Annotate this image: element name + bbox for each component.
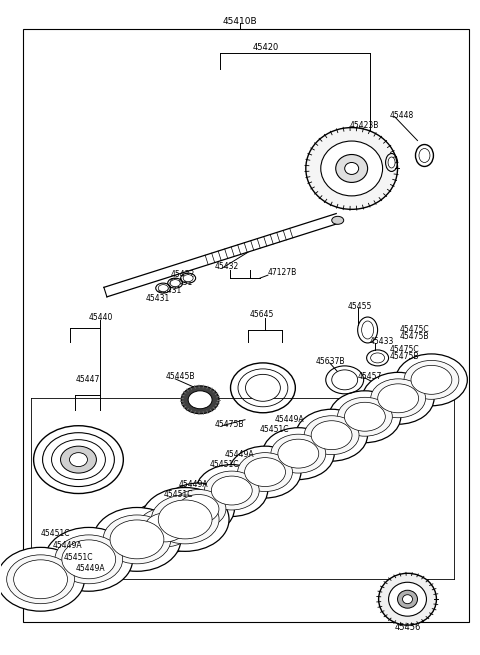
Ellipse shape [329, 391, 401, 443]
Ellipse shape [170, 280, 180, 287]
Text: 45456: 45456 [395, 623, 420, 632]
Text: 45451C: 45451C [41, 529, 70, 538]
Text: 45433: 45433 [370, 337, 394, 346]
Text: 45451C: 45451C [163, 489, 193, 498]
Ellipse shape [229, 446, 301, 498]
Text: 45475C: 45475C [390, 345, 419, 354]
Ellipse shape [60, 446, 96, 473]
Ellipse shape [158, 285, 168, 291]
Ellipse shape [129, 502, 201, 553]
Ellipse shape [411, 365, 452, 394]
Ellipse shape [70, 453, 87, 466]
Ellipse shape [211, 476, 252, 505]
Text: 45637B: 45637B [316, 357, 345, 366]
Ellipse shape [379, 573, 436, 625]
Text: 45440: 45440 [88, 313, 113, 322]
Ellipse shape [296, 409, 368, 461]
Text: 45451C: 45451C [210, 460, 240, 468]
Ellipse shape [163, 483, 234, 535]
Text: 45449A: 45449A [275, 415, 304, 424]
Ellipse shape [304, 416, 359, 455]
Ellipse shape [181, 386, 219, 414]
Text: 45457: 45457 [358, 372, 382, 381]
Ellipse shape [141, 487, 229, 552]
Text: 45448: 45448 [390, 111, 414, 120]
Text: 45423B: 45423B [350, 121, 379, 130]
Ellipse shape [138, 508, 192, 547]
Ellipse shape [245, 375, 280, 402]
Ellipse shape [103, 515, 171, 564]
Ellipse shape [378, 384, 419, 413]
Text: 45432: 45432 [215, 262, 240, 271]
Ellipse shape [245, 458, 286, 487]
Ellipse shape [389, 582, 426, 616]
Ellipse shape [204, 471, 259, 510]
Ellipse shape [362, 373, 434, 424]
Text: 47127B: 47127B [268, 268, 297, 277]
Ellipse shape [271, 434, 326, 473]
Text: 45449A: 45449A [178, 479, 208, 489]
Ellipse shape [397, 590, 418, 608]
Ellipse shape [311, 421, 352, 449]
Ellipse shape [336, 155, 368, 183]
Ellipse shape [55, 535, 123, 584]
Ellipse shape [337, 398, 392, 436]
Ellipse shape [7, 555, 74, 604]
Text: 45431: 45431 [145, 294, 169, 303]
Ellipse shape [345, 162, 359, 174]
Ellipse shape [321, 141, 383, 196]
Text: 45475C: 45475C [399, 325, 429, 334]
Ellipse shape [93, 508, 181, 571]
Ellipse shape [171, 489, 226, 529]
Ellipse shape [396, 354, 468, 406]
Ellipse shape [306, 128, 397, 210]
Ellipse shape [13, 560, 68, 599]
Ellipse shape [361, 321, 373, 339]
Ellipse shape [196, 464, 268, 516]
Text: 45420: 45420 [253, 43, 279, 52]
Text: 45475B: 45475B [390, 352, 419, 361]
Ellipse shape [404, 360, 459, 400]
Ellipse shape [403, 595, 412, 604]
Ellipse shape [62, 540, 116, 579]
Ellipse shape [158, 500, 212, 539]
Ellipse shape [278, 439, 319, 468]
Text: 45410B: 45410B [223, 17, 257, 26]
Text: 45431: 45431 [157, 286, 181, 295]
Ellipse shape [110, 520, 164, 559]
Text: 45451C: 45451C [260, 424, 289, 434]
Text: 45475B: 45475B [399, 332, 429, 341]
Ellipse shape [178, 495, 219, 523]
Ellipse shape [183, 274, 193, 282]
Ellipse shape [145, 513, 186, 542]
Ellipse shape [238, 453, 292, 491]
Text: 45455: 45455 [348, 302, 372, 311]
Ellipse shape [263, 428, 334, 479]
Ellipse shape [45, 527, 132, 591]
Text: 45451C: 45451C [63, 553, 93, 563]
Ellipse shape [388, 157, 395, 168]
Text: 45449A: 45449A [75, 565, 105, 573]
Text: 45645: 45645 [250, 310, 275, 319]
Ellipse shape [371, 379, 426, 418]
Ellipse shape [345, 402, 385, 431]
Ellipse shape [0, 548, 84, 611]
Text: 45431: 45431 [168, 278, 192, 287]
Ellipse shape [371, 353, 384, 363]
Text: 45449A: 45449A [52, 542, 82, 550]
Ellipse shape [332, 216, 344, 224]
Text: 45447: 45447 [75, 375, 100, 384]
Text: 45475B: 45475B [215, 420, 245, 429]
Text: 45432: 45432 [170, 270, 194, 279]
Text: 45449A: 45449A [225, 449, 255, 458]
Text: 45445B: 45445B [165, 372, 195, 381]
Ellipse shape [188, 391, 212, 409]
Ellipse shape [332, 370, 358, 390]
Ellipse shape [151, 495, 219, 544]
Ellipse shape [419, 149, 430, 162]
